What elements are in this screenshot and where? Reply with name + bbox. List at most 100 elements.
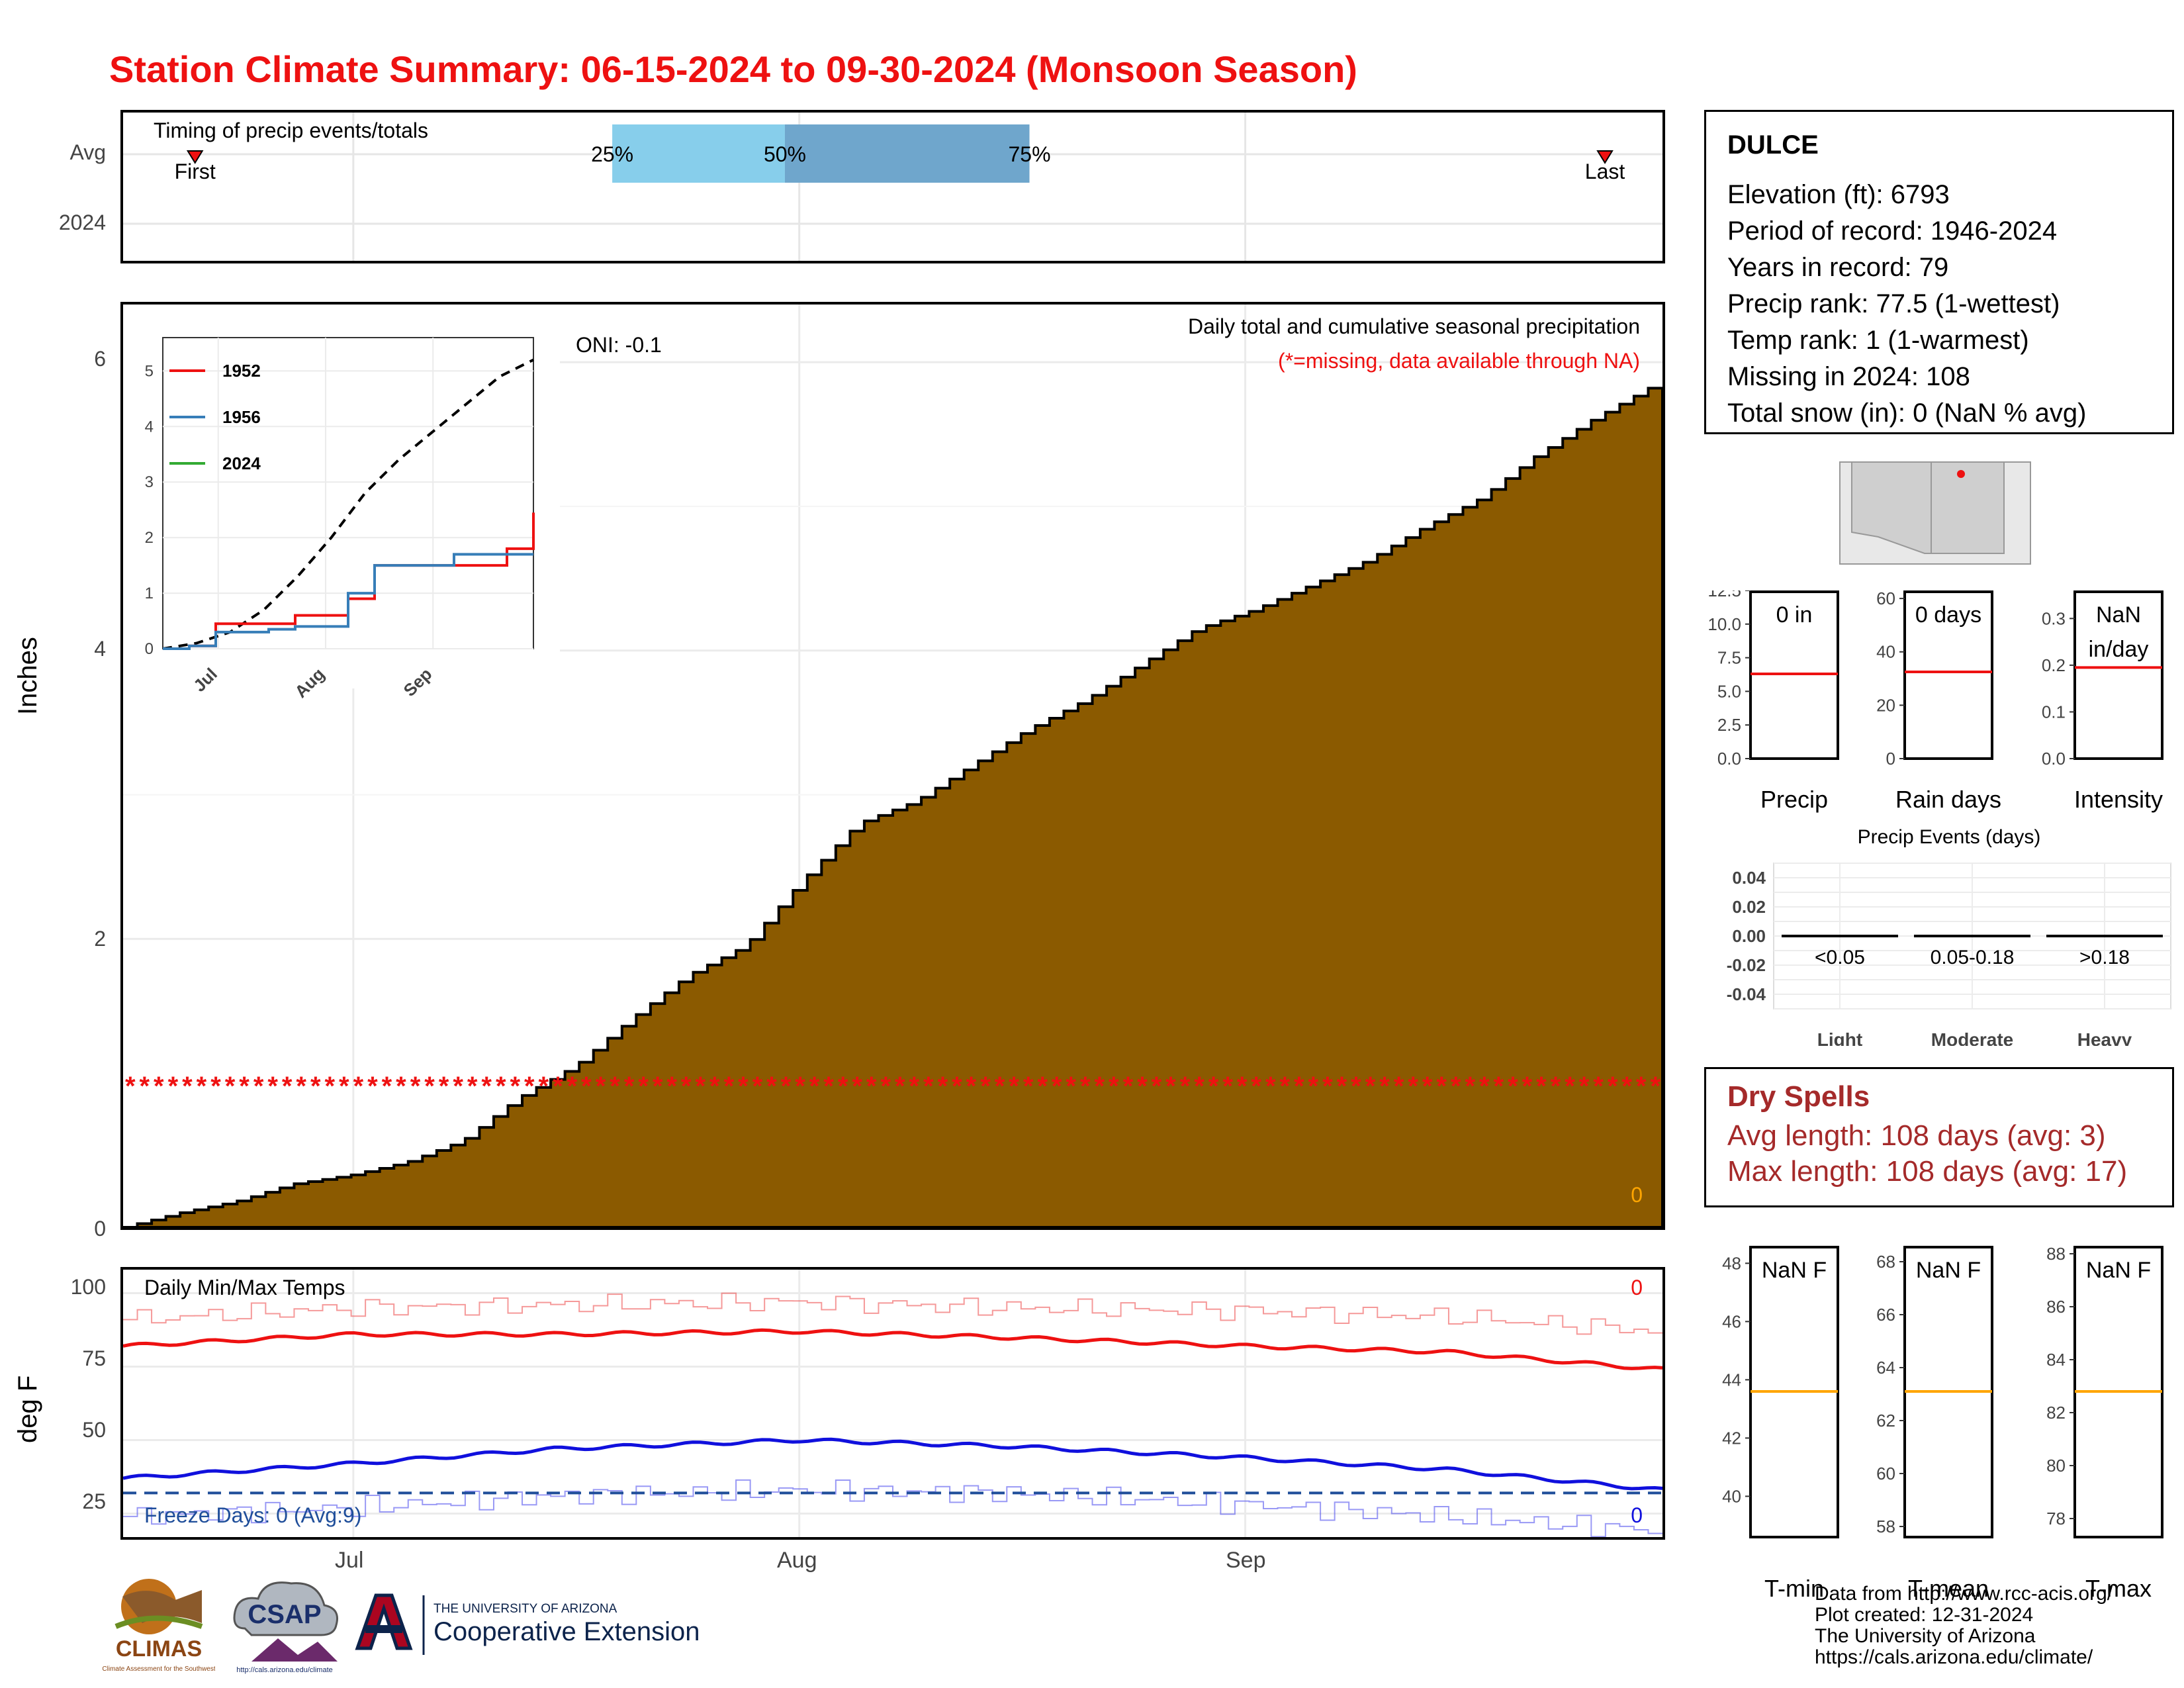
avg-max-temp-line bbox=[122, 1328, 1663, 1370]
temp-t-min-ytick: 40 bbox=[1722, 1486, 1741, 1506]
season-rain-days-frame bbox=[1903, 590, 1993, 760]
missing-day-marker: * bbox=[1522, 1072, 1533, 1101]
events-range-moderate: 0.05-0.18 bbox=[1931, 947, 2015, 968]
missing-day-marker: * bbox=[1408, 1072, 1418, 1101]
climas-text: CLIMAS bbox=[116, 1636, 202, 1662]
freeze-days-label: Freeze Days: 0 (Avg:9) bbox=[144, 1503, 361, 1527]
precip-plot: * * * * * * * * * * * * * * * * * * * * * * * * * * * * * * * * * * * * * * * *… bbox=[123, 305, 1664, 1229]
missing-day-marker: * bbox=[382, 1072, 392, 1101]
temp-t-mean-ytick: 68 bbox=[1876, 1252, 1895, 1272]
temp-t-min-ytick: 46 bbox=[1722, 1311, 1741, 1331]
missing-day-marker: * bbox=[524, 1072, 535, 1101]
temp-ytick-25: 25 bbox=[82, 1489, 106, 1513]
missing-day-marker: * bbox=[182, 1072, 193, 1101]
station-temp-rank: Temp rank: 1 (1-warmest) bbox=[1727, 326, 2029, 355]
season-rain-days-ytick: 20 bbox=[1876, 695, 1895, 715]
missing-day-marker: * bbox=[1494, 1072, 1504, 1101]
season-precip-value: 0 in bbox=[1776, 602, 1813, 628]
missing-day-marker: * bbox=[267, 1072, 278, 1101]
dry-spells-title: Dry Spells bbox=[1727, 1080, 1870, 1113]
quartile-25-label: 25% bbox=[591, 142, 633, 166]
timing-panel: 25% 50% 75% Timing of precip events/totals F… bbox=[120, 110, 1665, 263]
missing-day-marker: * bbox=[880, 1072, 891, 1101]
missing-day-marker: * bbox=[296, 1072, 306, 1101]
missing-day-marker: * bbox=[1593, 1072, 1604, 1101]
station-precip-rank: Precip rank: 77.5 (1-wettest) bbox=[1727, 289, 2060, 318]
season-precip-ytick: 0.0 bbox=[1717, 749, 1741, 769]
dry-spells-max: Max length: 108 days (avg: 17) bbox=[1727, 1155, 2128, 1188]
max-count-label: 0 bbox=[1631, 1276, 1643, 1299]
missing-day-marker: * bbox=[1436, 1072, 1447, 1101]
footer-url: https://cals.arizona.edu/climate/ bbox=[1815, 1646, 2093, 1668]
missing-day-marker: * bbox=[852, 1072, 862, 1101]
timing-row-avg: Avg bbox=[69, 140, 106, 164]
ua-small-text: THE UNIVERSITY OF ARIZONA bbox=[433, 1602, 617, 1616]
missing-day-marker: * bbox=[225, 1072, 236, 1101]
missing-day-marker: * bbox=[624, 1072, 635, 1101]
oni-label: ONI: -0.1 bbox=[576, 333, 662, 357]
missing-day-marker: * bbox=[197, 1072, 207, 1101]
footer: Data from http://www.rcc-acis.org/ Plot … bbox=[1815, 1583, 2113, 1668]
temp-panel: Daily Min/Max Temps Freeze Days: 0 (Avg:9… bbox=[120, 1267, 1665, 1540]
temp-t-mean-ytick: 62 bbox=[1876, 1411, 1895, 1430]
timing-row-2024: 2024 bbox=[58, 211, 106, 234]
missing-day-marker: * bbox=[724, 1072, 735, 1101]
missing-day-marker: * bbox=[154, 1072, 164, 1101]
record-max-line bbox=[123, 1292, 1662, 1335]
precip-panel: * * * * * * * * * * * * * * * * * * * * * * * * * * * * * * * * * * * * * * * *… bbox=[120, 302, 1665, 1230]
season-intensity-ytick: 0.1 bbox=[2042, 702, 2066, 722]
missing-day-marker: * bbox=[567, 1072, 578, 1101]
missing-day-marker: * bbox=[1137, 1072, 1148, 1101]
events-category-heavy: Heavy bbox=[2077, 1029, 2132, 1046]
missing-day-marker: * bbox=[909, 1072, 920, 1101]
season-intensity-label: Intensity bbox=[2074, 786, 2163, 813]
inset-legend-label: 1956 bbox=[222, 407, 261, 427]
map-states bbox=[1851, 461, 2005, 554]
temp-t-mean-ytick: 60 bbox=[1876, 1464, 1895, 1483]
missing-day-marker: * bbox=[738, 1072, 749, 1101]
inset-ytick: 1 bbox=[145, 585, 154, 602]
last-event-marker bbox=[1596, 150, 1614, 164]
season-rain-days-bar-chart: 0 20 40 60 0 days Rain days bbox=[1876, 590, 2001, 813]
missing-day-marker: * bbox=[681, 1072, 692, 1101]
temp-t-min-bar-chart: 40 42 44 46 48 NaN F T-min bbox=[1722, 1246, 1839, 1602]
season-precip-frame bbox=[1749, 590, 1839, 760]
csap-logo: CSAP http://cals.arizona.edu/climate bbox=[233, 1581, 338, 1674]
missing-day-marker: * bbox=[1222, 1072, 1233, 1101]
avg-min-temp-line bbox=[122, 1437, 1663, 1491]
missing-day-marker: * bbox=[610, 1072, 620, 1101]
inset-legend-label: 1952 bbox=[222, 361, 261, 381]
ua-logo: THE UNIVERSITY OF ARIZONA Cooperative Ex… bbox=[355, 1593, 700, 1655]
temp-ytick-100: 100 bbox=[70, 1275, 106, 1299]
temp-t-max-bar-chart: 78 80 82 84 86 88 NaN F T-max bbox=[2046, 1246, 2163, 1602]
events-range-heavy: >0.18 bbox=[2079, 947, 2130, 968]
missing-day-marker: * bbox=[324, 1072, 335, 1101]
footer-plot-created: Plot created: 12-31-2024 bbox=[1815, 1604, 2034, 1626]
missing-day-marker: * bbox=[1180, 1072, 1191, 1101]
temp-t-min-label: T-min bbox=[1764, 1575, 1824, 1602]
precip-ytick-6: 6 bbox=[94, 347, 106, 371]
missing-day-marker: * bbox=[1279, 1072, 1290, 1101]
temp-t-min-ytick: 44 bbox=[1722, 1370, 1741, 1389]
station-location-marker bbox=[1957, 470, 1965, 478]
footer-data-source: Data from http://www.rcc-acis.org/ bbox=[1815, 1583, 2113, 1605]
temp-t-mean-bar-chart: 58 60 62 64 66 68 NaN F T-mean bbox=[1876, 1246, 1993, 1602]
missing-day-marker: * bbox=[895, 1072, 905, 1101]
season-precip-label: Precip bbox=[1760, 786, 1828, 813]
climas-logo: CLIMAS Climate Assessment for the Southw… bbox=[103, 1579, 215, 1673]
chart-title: Station Climate Summary: 06-15-2024 to 0… bbox=[109, 48, 1357, 90]
xtick-aug: Aug bbox=[777, 1548, 817, 1573]
missing-day-marker: * bbox=[396, 1072, 406, 1101]
missing-day-marker: * bbox=[1037, 1072, 1048, 1101]
missing-day-marker: * bbox=[510, 1072, 520, 1101]
last-event-label: Last bbox=[1585, 160, 1625, 183]
missing-day-marker: * bbox=[809, 1072, 820, 1101]
missing-day-marker: * bbox=[1337, 1072, 1347, 1101]
missing-day-marker: * bbox=[282, 1072, 293, 1101]
season-precip-ytick: 5.0 bbox=[1717, 681, 1741, 701]
season-rain-days-value: 0 days bbox=[1915, 602, 1981, 628]
missing-day-marker: * bbox=[453, 1072, 463, 1101]
missing-day-marker: * bbox=[210, 1072, 221, 1101]
csap-text: CSAP bbox=[248, 1600, 321, 1629]
